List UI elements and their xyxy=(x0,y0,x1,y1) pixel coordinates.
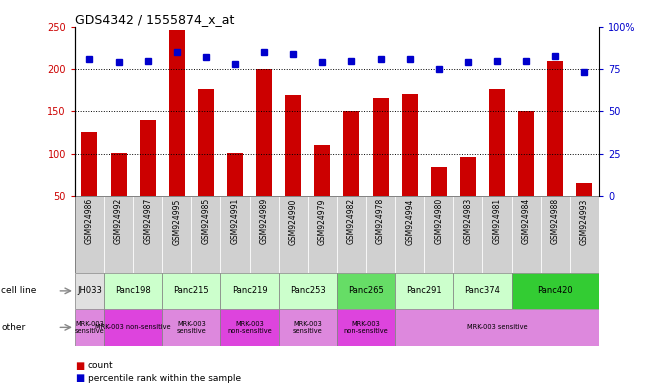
Text: GSM924991: GSM924991 xyxy=(230,198,240,244)
Bar xyxy=(395,273,453,309)
Bar xyxy=(162,309,221,346)
Text: GSM924986: GSM924986 xyxy=(85,198,94,244)
Text: GSM924992: GSM924992 xyxy=(114,198,123,244)
Text: percentile rank within the sample: percentile rank within the sample xyxy=(88,374,241,383)
Text: GSM924984: GSM924984 xyxy=(521,198,531,244)
Text: Panc265: Panc265 xyxy=(348,286,384,295)
Bar xyxy=(279,273,337,309)
Text: count: count xyxy=(88,361,113,371)
Text: GSM924980: GSM924980 xyxy=(434,198,443,244)
Text: other: other xyxy=(1,323,25,332)
Bar xyxy=(256,69,272,196)
Text: GSM924979: GSM924979 xyxy=(318,198,327,245)
Text: JH033: JH033 xyxy=(77,286,102,295)
Text: GSM924982: GSM924982 xyxy=(347,198,356,244)
Text: MRK-003
sensitive: MRK-003 sensitive xyxy=(293,321,323,334)
Text: GSM924978: GSM924978 xyxy=(376,198,385,244)
Bar xyxy=(512,196,541,273)
Text: GSM924983: GSM924983 xyxy=(464,198,473,244)
Bar xyxy=(344,111,359,196)
Text: Panc374: Panc374 xyxy=(465,286,501,295)
Text: ■: ■ xyxy=(75,373,84,383)
Text: Panc291: Panc291 xyxy=(406,286,442,295)
Bar xyxy=(104,196,133,273)
Bar xyxy=(104,309,162,346)
Text: cell line: cell line xyxy=(1,286,36,295)
Bar xyxy=(337,196,366,273)
Text: MRK-003 non-sensitive: MRK-003 non-sensitive xyxy=(95,324,171,330)
Bar xyxy=(191,196,221,273)
Text: GSM924981: GSM924981 xyxy=(493,198,501,244)
Text: Panc219: Panc219 xyxy=(232,286,268,295)
Bar xyxy=(308,196,337,273)
Bar xyxy=(279,196,308,273)
Bar xyxy=(111,153,126,196)
Text: MRK-003 sensitive: MRK-003 sensitive xyxy=(467,324,527,330)
Bar xyxy=(249,196,279,273)
Bar xyxy=(453,273,512,309)
Text: MRK-003
sensitive: MRK-003 sensitive xyxy=(176,321,206,334)
Text: MRK-003
non-sensitive: MRK-003 non-sensitive xyxy=(344,321,389,334)
Text: Panc253: Panc253 xyxy=(290,286,326,295)
Text: Panc420: Panc420 xyxy=(538,286,573,295)
Text: Panc215: Panc215 xyxy=(174,286,209,295)
Bar xyxy=(372,98,389,196)
Bar xyxy=(140,120,156,196)
Bar xyxy=(104,273,162,309)
Bar xyxy=(431,167,447,196)
Bar xyxy=(395,309,599,346)
Bar xyxy=(489,89,505,196)
Text: ■: ■ xyxy=(75,361,84,371)
Bar xyxy=(424,196,453,273)
Bar xyxy=(518,111,534,196)
Bar xyxy=(402,94,418,196)
Bar xyxy=(460,157,476,196)
Bar xyxy=(576,183,592,196)
Text: GDS4342 / 1555874_x_at: GDS4342 / 1555874_x_at xyxy=(75,13,234,26)
Bar xyxy=(482,196,512,273)
Text: MRK-003
non-sensitive: MRK-003 non-sensitive xyxy=(227,321,272,334)
Text: GSM924989: GSM924989 xyxy=(260,198,269,244)
Bar xyxy=(314,145,330,196)
Bar xyxy=(366,196,395,273)
Bar xyxy=(512,273,599,309)
Text: GSM924987: GSM924987 xyxy=(143,198,152,244)
Bar xyxy=(337,309,395,346)
Text: GSM924995: GSM924995 xyxy=(173,198,181,245)
Bar xyxy=(162,196,191,273)
Bar xyxy=(337,273,395,309)
Bar xyxy=(227,153,243,196)
Bar xyxy=(133,196,162,273)
Bar xyxy=(541,196,570,273)
Bar xyxy=(547,61,563,196)
Text: GSM924990: GSM924990 xyxy=(289,198,298,245)
Bar xyxy=(81,132,98,196)
Bar xyxy=(75,273,104,309)
Text: Panc198: Panc198 xyxy=(115,286,151,295)
Bar xyxy=(279,309,337,346)
Bar xyxy=(169,30,185,196)
Bar xyxy=(285,95,301,196)
Bar xyxy=(221,309,279,346)
Bar xyxy=(162,273,221,309)
Bar xyxy=(221,196,249,273)
Text: GSM924994: GSM924994 xyxy=(405,198,414,245)
Text: GSM924985: GSM924985 xyxy=(201,198,210,244)
Bar xyxy=(453,196,482,273)
Bar xyxy=(570,196,599,273)
Bar xyxy=(221,273,279,309)
Text: GSM924993: GSM924993 xyxy=(580,198,589,245)
Text: MRK-003
sensitive: MRK-003 sensitive xyxy=(75,321,104,334)
Bar xyxy=(198,89,214,196)
Bar xyxy=(395,196,424,273)
Bar xyxy=(75,309,104,346)
Text: GSM924988: GSM924988 xyxy=(551,198,560,244)
Bar xyxy=(75,196,104,273)
